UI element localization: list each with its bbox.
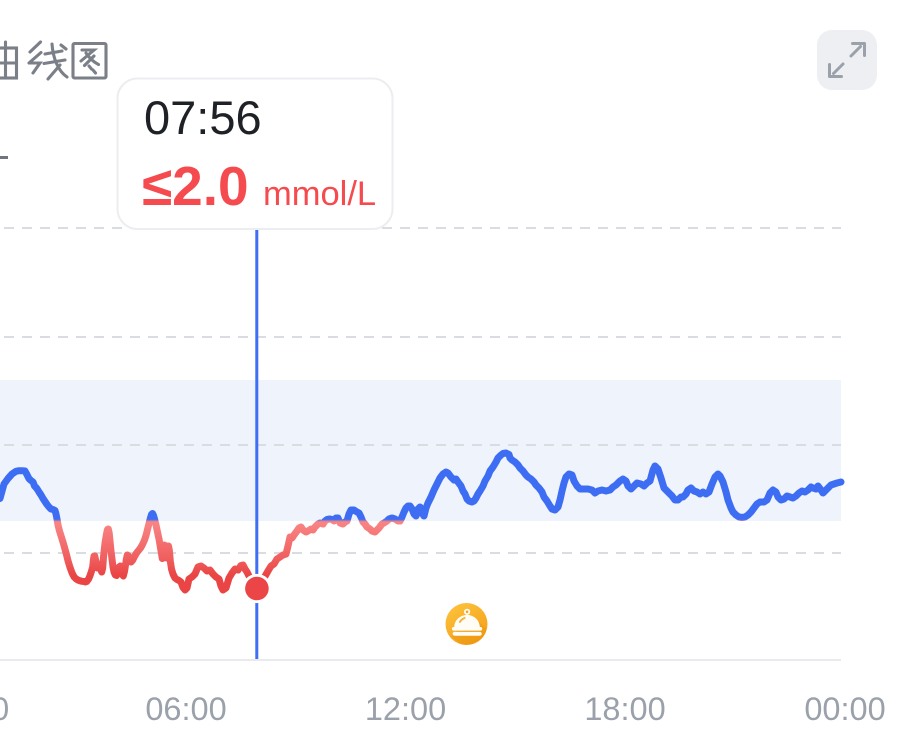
svg-text:18:00: 18:00 <box>584 691 665 727</box>
svg-text:07:56: 07:56 <box>144 91 262 144</box>
svg-text:12:00: 12:00 <box>365 691 446 727</box>
svg-text:00:00: 00:00 <box>804 691 885 727</box>
svg-text:mmol/L: mmol/L <box>263 175 376 213</box>
svg-text:00:00: 00:00 <box>0 691 9 727</box>
svg-text:06:00: 06:00 <box>145 691 226 727</box>
svg-text:≤2.0: ≤2.0 <box>142 155 249 217</box>
